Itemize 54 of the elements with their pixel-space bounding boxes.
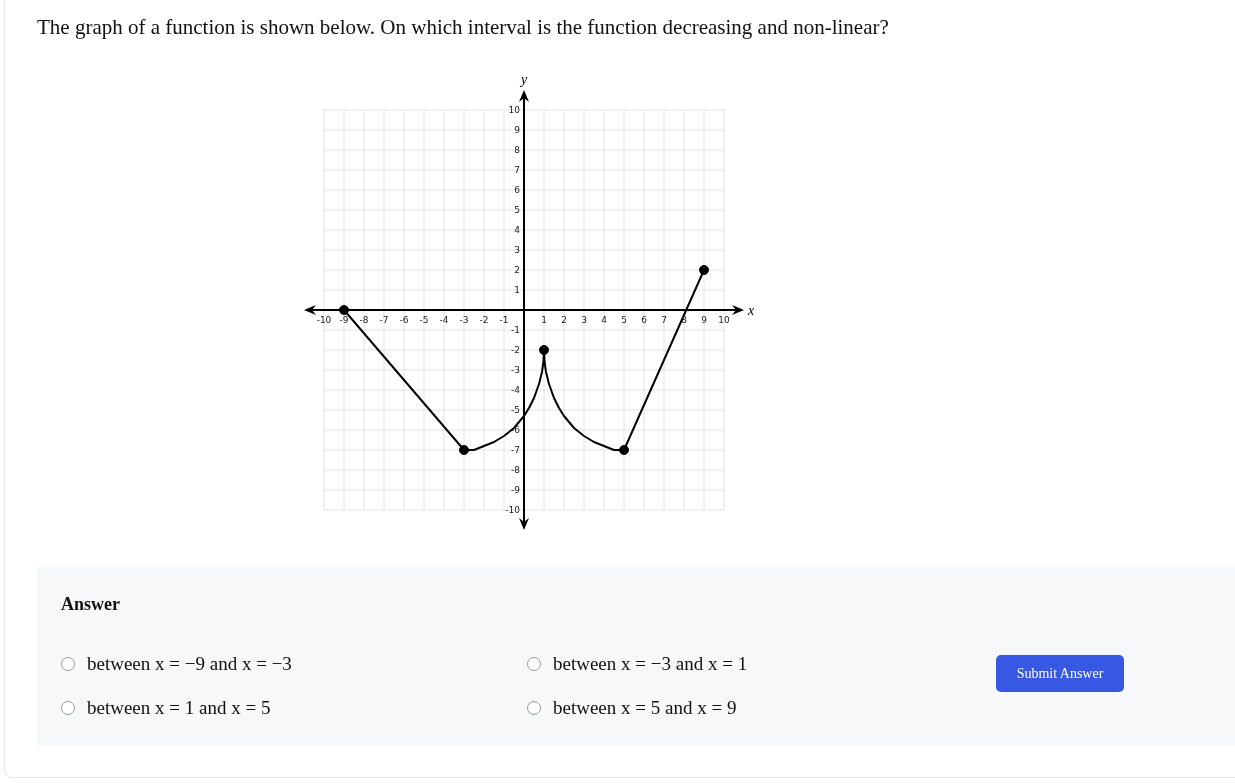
chart-title: The graph of a function is shown below. On which interval is the function decreasing and non-linear? <box>37 15 889 40</box>
x-tick-label: -6 <box>399 315 409 325</box>
text: between x = 1 and x = 5 <box>87 697 271 719</box>
y-tick-label: -7 <box>511 445 520 455</box>
x-tick-label: -4 <box>439 315 449 325</box>
x-tick-label: 10 <box>718 315 730 325</box>
y-tick-label: -2 <box>511 345 520 355</box>
y-tick-label: 3 <box>514 245 520 255</box>
x-tick-label: -7 <box>379 315 389 325</box>
y-tick-label: -8 <box>511 465 521 475</box>
y-tick-label: -9 <box>511 485 521 495</box>
y-tick-label: -4 <box>511 385 521 395</box>
text: Answer <box>61 594 120 615</box>
x-tick-label: -10 <box>316 315 332 325</box>
x-tick-label: 5 <box>621 315 627 325</box>
point <box>458 444 470 456</box>
x-tick-label: -3 <box>459 315 469 325</box>
y-tick-label: -6 <box>511 425 521 435</box>
point <box>618 444 630 456</box>
y-tick-label: -10 <box>505 505 521 515</box>
y-tick-label: 6 <box>514 185 521 195</box>
y-tick-label: -3 <box>511 365 520 375</box>
point <box>538 344 550 356</box>
y-tick-label: -1 <box>511 325 520 335</box>
y-tick-label: 5 <box>514 205 520 215</box>
y-tick-label: 4 <box>514 225 521 235</box>
point <box>338 304 350 316</box>
y-tick-label: 1 <box>514 285 520 295</box>
x-tick-label: -9 <box>339 315 349 325</box>
text: between x = −3 and x = 1 <box>553 653 748 675</box>
text: between x = −9 and x = −3 <box>87 653 292 675</box>
y-tick-label: 8 <box>514 145 521 155</box>
x-tick-label: -2 <box>479 315 489 325</box>
x-tick-label: 7 <box>661 315 667 325</box>
x-tick-label: -1 <box>499 315 509 325</box>
y-axis-title: y <box>518 72 528 87</box>
x-tick-label: 8 <box>681 315 688 325</box>
y-tick-label: 9 <box>514 125 521 135</box>
point <box>698 264 710 276</box>
y-tick-label: -5 <box>511 405 520 415</box>
x-axis-title: x <box>747 303 755 318</box>
x-tick-label: -8 <box>359 315 369 325</box>
y-tick-label: 2 <box>514 265 520 275</box>
x-tick-label: 2 <box>561 315 567 325</box>
x-tick-label: 4 <box>601 315 608 325</box>
x-tick-label: 6 <box>641 315 648 325</box>
x-tick-label: -5 <box>419 315 429 325</box>
y-tick-label: 7 <box>514 165 520 175</box>
submit-button: Submit Answer <box>996 655 1124 692</box>
text: between x = 5 and x = 9 <box>553 697 737 719</box>
x-tick-label: 3 <box>581 315 587 325</box>
x-tick-label: 1 <box>541 315 547 325</box>
x-tick-label: 9 <box>701 315 708 325</box>
y-tick-label: 10 <box>508 105 521 115</box>
